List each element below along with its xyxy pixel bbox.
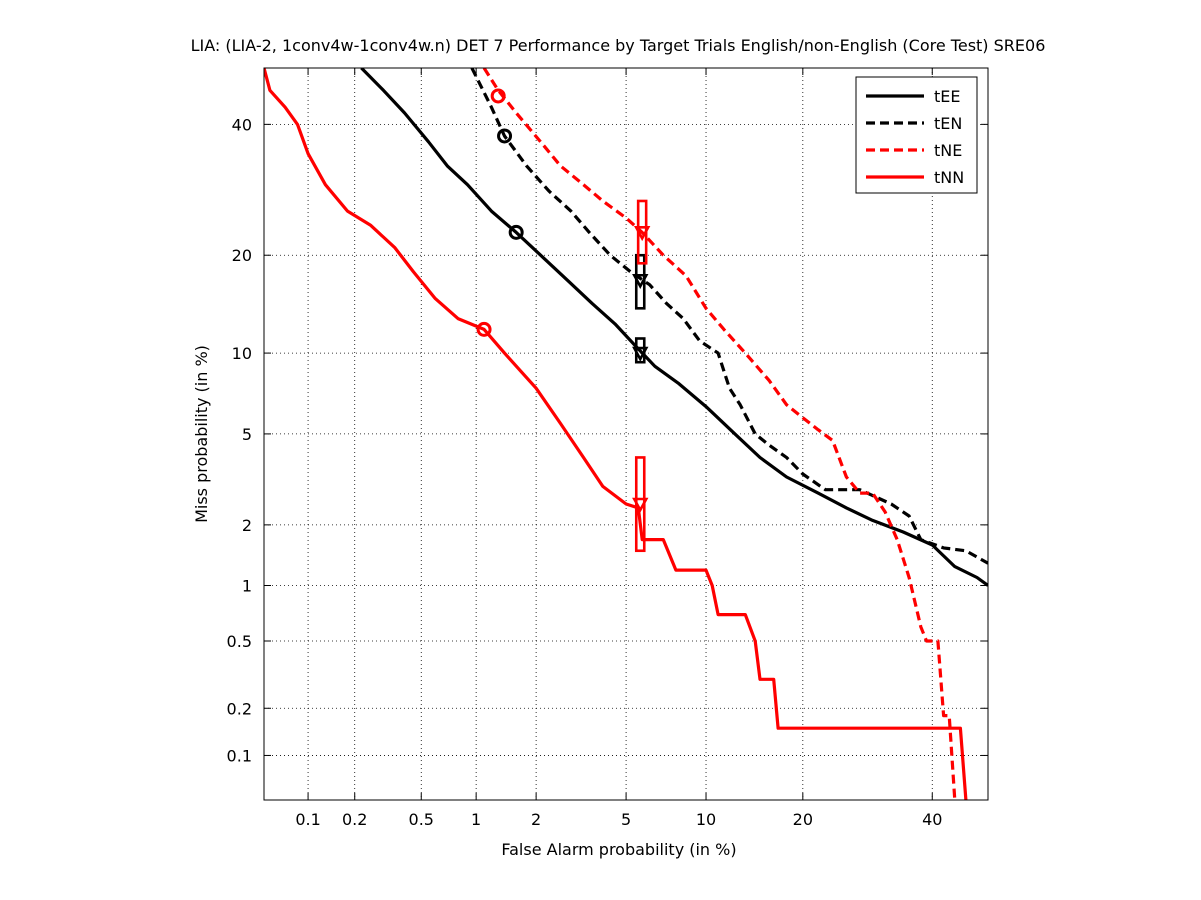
x-tick-label: 40: [922, 810, 942, 829]
act-dcf-marker-tEN: [632, 273, 649, 289]
x-tick-label: 5: [621, 810, 631, 829]
legend-label-tNE: tNE: [934, 141, 962, 160]
min-dcf-marker-tEE: [508, 224, 524, 240]
series-line-tNN: [264, 68, 968, 800]
x-tick-label: 2: [531, 810, 541, 829]
legend-label-tEE: tEE: [934, 87, 961, 106]
legend: tEE tEN tNE tNN: [855, 76, 978, 194]
act-dcf-box-tEN: [634, 253, 646, 310]
y-tick-label: 10: [232, 344, 252, 363]
x-tick-label: 20: [793, 810, 813, 829]
act-dcf-marker-tNE: [633, 226, 651, 242]
x-axis-label: False Alarm probability (in %): [501, 840, 736, 859]
y-tick-label: 2: [242, 516, 252, 535]
legend-label-tEN: tEN: [934, 114, 962, 133]
series-layer: [264, 68, 988, 800]
y-tick-label: 1: [242, 577, 252, 596]
x-tick-label: 1: [471, 810, 481, 829]
series-line-tEN: [470, 68, 988, 565]
y-tick-label: 20: [232, 246, 252, 265]
series-line-tEE: [360, 68, 988, 587]
legend-label-tNN: tNN: [934, 168, 964, 187]
y-tick-label: 0.1: [227, 746, 252, 765]
x-tick-label: 10: [696, 810, 716, 829]
min-dcf-marker-tEN: [497, 128, 513, 144]
min-dcf-marker-tNE: [490, 88, 506, 104]
series-group: [264, 68, 988, 800]
x-tick-label: 0.2: [342, 810, 367, 829]
y-tick-label: 0.2: [227, 699, 252, 718]
act-dcf-marker-tEE: [632, 346, 649, 362]
grid-lines: [264, 68, 988, 800]
y-tick-label: 5: [242, 425, 252, 444]
y-axis-ticks: 0.1 0.2 0.5 1 2 5 10 20 40: [227, 115, 988, 765]
x-axis-ticks: 0.1 0.2 0.5 1 2 5 10 20 40: [295, 68, 942, 829]
y-axis-label: Miss probability (in %): [192, 345, 211, 523]
chart-title: LIA: (LIA-2, 1conv4w-1conv4w.n) DET 7 Pe…: [191, 36, 1046, 55]
y-tick-label: 0.5: [227, 632, 252, 651]
min-dcf-marker-tNN: [476, 321, 492, 337]
x-tick-label: 0.1: [295, 810, 320, 829]
x-tick-label: 0.5: [409, 810, 434, 829]
act-dcf-marker-tNN: [632, 497, 649, 513]
series-line-tNE: [482, 68, 957, 800]
y-tick-label: 40: [232, 115, 252, 134]
